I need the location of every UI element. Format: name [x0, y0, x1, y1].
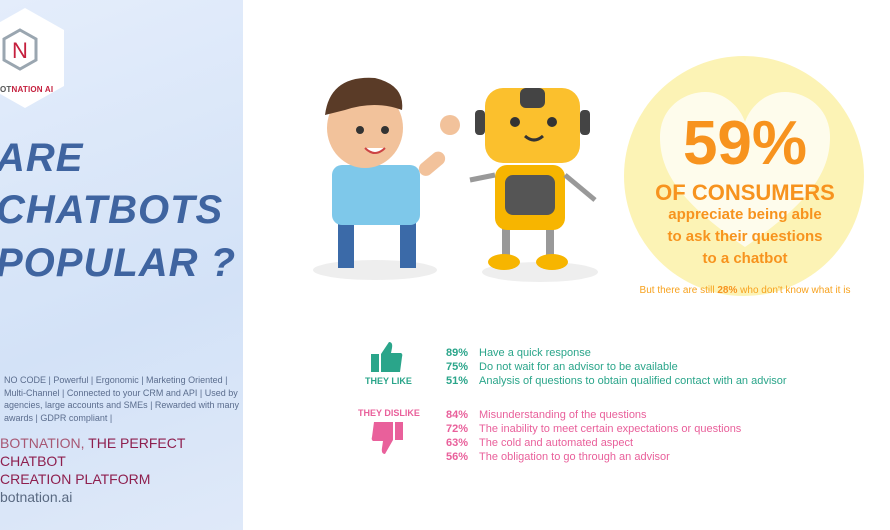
- logo-text: OTNATION AI: [0, 85, 54, 94]
- dislike-row: 84% Misunderstanding of the questions: [446, 409, 647, 421]
- heart-icon: [660, 92, 830, 247]
- dislikes-label: THEY DISLIKE: [358, 408, 420, 418]
- thumbs-down-icon: [371, 422, 403, 454]
- title-line-1: ARE: [0, 136, 84, 180]
- svg-text:N: N: [12, 38, 28, 63]
- dislike-row: 72% The inability to meet certain expecta…: [446, 423, 742, 435]
- stat-line-3: to a chatbot: [702, 250, 788, 267]
- website-link[interactable]: botnation.ai: [0, 489, 73, 505]
- likes-label: THEY LIKE: [365, 376, 412, 386]
- stat-line-2: to ask their questions: [667, 228, 823, 245]
- left-panel: N OTNATION AI ARE CHATBOTS POPULAR ? NO …: [0, 0, 243, 530]
- title-line-2: CHATBOTS: [0, 188, 224, 232]
- like-row: 51% Analysis of questions to obtain quali…: [446, 375, 787, 387]
- like-row: 89% Have a quick response: [446, 347, 591, 359]
- thumbs-up-icon: [371, 342, 403, 372]
- features-list: NO CODE | Powerful | Ergonomic | Marketi…: [4, 375, 239, 423]
- stat-line-1: appreciate being able: [668, 206, 822, 223]
- like-row: 75% Do not wait for an advisor to be avai…: [446, 361, 678, 373]
- stat-note: But there are still 28% who don't know w…: [639, 285, 851, 296]
- botnation-logo: N OTNATION AI: [0, 8, 64, 108]
- stat-value: 59%: [682, 109, 808, 178]
- stat-headline: OF CONSUMERS: [655, 180, 835, 205]
- dislike-row: 56% The obligation to go through an advis…: [446, 451, 670, 463]
- tagline: BOTNATION, THE PERFECT CHATBOT CREATION P…: [0, 435, 186, 487]
- man-and-robot-illustration: [313, 77, 598, 282]
- title-line-3: POPULAR ?: [0, 241, 237, 285]
- dislike-row: 63% The cold and automated aspect: [446, 437, 634, 449]
